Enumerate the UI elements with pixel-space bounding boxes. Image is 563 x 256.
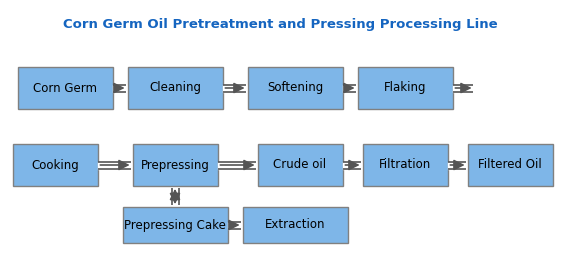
Text: Filtration: Filtration bbox=[379, 158, 431, 172]
Text: Corn Germ Oil Pretreatment and Pressing Processing Line: Corn Germ Oil Pretreatment and Pressing … bbox=[62, 18, 497, 31]
FancyBboxPatch shape bbox=[132, 144, 217, 186]
Text: Extraction: Extraction bbox=[265, 219, 325, 231]
Text: Filtered Oil: Filtered Oil bbox=[478, 158, 542, 172]
FancyBboxPatch shape bbox=[358, 67, 453, 109]
Text: Crude oil: Crude oil bbox=[274, 158, 327, 172]
Text: Cleaning: Cleaning bbox=[149, 81, 201, 94]
FancyBboxPatch shape bbox=[467, 144, 552, 186]
FancyBboxPatch shape bbox=[127, 67, 222, 109]
FancyBboxPatch shape bbox=[17, 67, 113, 109]
Text: Cooking: Cooking bbox=[31, 158, 79, 172]
FancyBboxPatch shape bbox=[12, 144, 97, 186]
Text: Prepressing Cake: Prepressing Cake bbox=[124, 219, 226, 231]
Text: Flaking: Flaking bbox=[384, 81, 426, 94]
FancyBboxPatch shape bbox=[363, 144, 448, 186]
FancyBboxPatch shape bbox=[257, 144, 342, 186]
FancyBboxPatch shape bbox=[248, 67, 342, 109]
Text: Corn Germ: Corn Germ bbox=[33, 81, 97, 94]
FancyBboxPatch shape bbox=[243, 207, 347, 243]
Text: Softening: Softening bbox=[267, 81, 323, 94]
Text: Prepressing: Prepressing bbox=[141, 158, 209, 172]
FancyBboxPatch shape bbox=[123, 207, 227, 243]
